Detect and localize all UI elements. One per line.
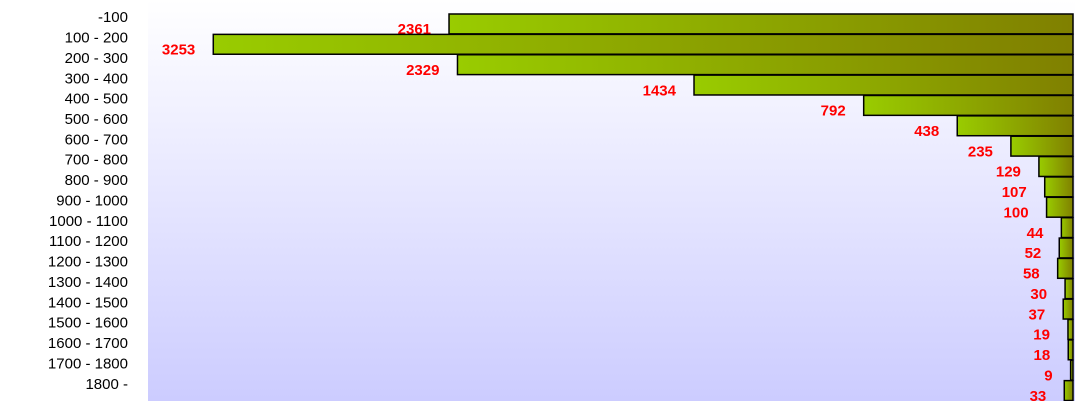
y-tick-label: 1400 - 1500 <box>48 294 128 311</box>
value-label: 58 <box>1023 266 1040 283</box>
y-tick-label: 100 - 200 <box>65 30 128 47</box>
bar <box>1067 339 1074 361</box>
bar <box>1058 237 1074 259</box>
bar <box>1010 135 1074 157</box>
value-label: 33 <box>1030 388 1047 401</box>
value-label: 30 <box>1030 286 1047 303</box>
value-label: 792 <box>821 103 846 120</box>
bar <box>1067 318 1074 341</box>
y-tick-label: 900 - 1000 <box>56 192 128 209</box>
value-label: 37 <box>1029 306 1046 323</box>
y-tick-label: 1600 - 1700 <box>48 335 128 352</box>
bar <box>1038 155 1074 178</box>
bar <box>693 74 1074 96</box>
value-label: 235 <box>968 143 993 160</box>
y-tick-label: 1200 - 1300 <box>48 254 128 271</box>
value-label: 100 <box>1004 204 1029 221</box>
value-label: 107 <box>1002 184 1027 201</box>
y-tick-label: 600 - 700 <box>65 131 128 148</box>
bar <box>1060 216 1074 239</box>
value-label: 2329 <box>406 62 439 79</box>
bar <box>1063 379 1074 401</box>
value-label: 18 <box>1034 347 1051 364</box>
value-label: 52 <box>1025 245 1042 262</box>
bar <box>456 53 1074 76</box>
y-tick-label: 1700 - 1800 <box>48 355 128 372</box>
y-tick-label: 1500 - 1600 <box>48 315 128 332</box>
y-tick-label: 800 - 900 <box>65 172 128 189</box>
y-tick-label: 700 - 800 <box>65 152 128 169</box>
y-tick-label: 200 - 300 <box>65 50 128 67</box>
value-label: 19 <box>1033 327 1050 344</box>
y-tick-label: 500 - 600 <box>65 111 128 128</box>
value-label: 438 <box>914 123 939 140</box>
bar <box>212 33 1074 55</box>
y-tick-label: 1000 - 1100 <box>49 213 128 230</box>
y-tick-label: 400 - 500 <box>65 91 128 108</box>
value-label: 1434 <box>643 82 677 99</box>
bar <box>1069 359 1074 381</box>
value-label: 9 <box>1044 367 1052 384</box>
bar <box>1056 257 1074 280</box>
bar <box>1062 298 1074 320</box>
bar <box>1045 196 1074 218</box>
bar <box>448 13 1074 35</box>
value-label: 3253 <box>162 42 195 59</box>
y-tick-label: 300 - 400 <box>65 70 128 87</box>
bar <box>862 94 1074 117</box>
y-tick-label: -100 <box>98 9 128 26</box>
bar <box>1064 278 1074 300</box>
bar <box>1043 176 1074 198</box>
bar <box>956 115 1074 137</box>
value-label: 44 <box>1027 225 1044 242</box>
y-tick-label: 1800 - <box>85 376 128 393</box>
value-label: 129 <box>996 164 1021 181</box>
y-tick-label: 1300 - 1400 <box>48 274 128 291</box>
y-tick-label: 1100 - 1200 <box>49 233 128 250</box>
